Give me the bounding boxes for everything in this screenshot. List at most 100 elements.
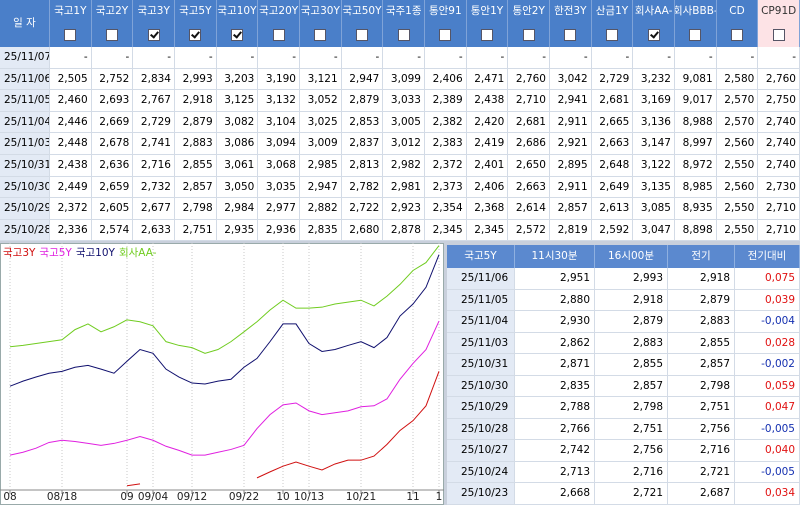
value-cell: 2,798: [595, 397, 668, 419]
value-cell: 8,997: [675, 133, 717, 155]
checkbox[interactable]: [439, 29, 452, 41]
checkbox-cell: [216, 23, 259, 47]
checkbox[interactable]: [147, 29, 160, 41]
value-cell: 2,741: [133, 133, 175, 155]
value-cell: 2,993: [595, 268, 668, 290]
checkbox[interactable]: [272, 29, 285, 41]
value-cell: 3,086: [216, 133, 259, 155]
checkbox[interactable]: [689, 29, 702, 41]
value-cell: 2,550: [716, 155, 759, 177]
value-cell: 2,911: [550, 176, 592, 199]
value-cell: 3,121: [300, 68, 342, 91]
header-cell: 국고1Y: [50, 0, 92, 23]
value-cell: 2,460: [50, 90, 92, 112]
value-cell: 2,681: [508, 111, 550, 134]
checkbox[interactable]: [564, 29, 577, 41]
value-cell: 0,040: [735, 440, 800, 462]
value-cell: 2,883: [595, 332, 668, 354]
checkbox[interactable]: [480, 29, 493, 41]
value-cell: 2,923: [383, 198, 425, 220]
value-cell: -: [258, 47, 300, 69]
value-cell: 3,190: [258, 68, 300, 91]
value-cell: 2,756: [668, 418, 735, 440]
value-cell: 2,751: [175, 219, 217, 242]
x-tick-label: 10/13: [294, 491, 324, 503]
value-cell: 3,169: [633, 90, 675, 112]
chart: 08 08/18 09 09/04 09/12 09/22 10 10/13 10/21 11 1국…: [0, 243, 444, 505]
header-cell: 통안1Y: [466, 0, 509, 23]
x-tick-label: 11: [406, 491, 419, 503]
checkbox[interactable]: [522, 29, 535, 41]
value-cell: -: [175, 47, 217, 69]
value-cell: 2,613: [591, 198, 634, 220]
value-cell: 2,921: [550, 133, 592, 155]
value-cell: 2,716: [668, 440, 735, 462]
value-cell: 2,857: [668, 354, 735, 376]
value-cell: 2,855: [175, 155, 217, 177]
value-cell: 3,005: [383, 111, 425, 134]
value-cell: 2,710: [758, 198, 800, 220]
checkbox[interactable]: [605, 29, 618, 41]
checkbox-cell: [550, 23, 592, 47]
value-cell: 2,857: [550, 198, 592, 220]
value-cell: 2,550: [716, 198, 759, 220]
date-cell: 25/10/30: [0, 176, 50, 199]
x-tick-label: 10: [276, 491, 289, 503]
value-cell: 2,570: [716, 111, 759, 134]
checkbox[interactable]: [189, 29, 202, 41]
header-cell: 통안91: [425, 0, 467, 23]
value-cell: 2,918: [595, 289, 668, 311]
value-cell: 2,665: [591, 111, 634, 134]
checkbox[interactable]: [397, 29, 410, 41]
value-cell: 2,729: [133, 111, 175, 134]
value-cell: 2,687: [668, 483, 735, 505]
value-cell: 2,345: [466, 219, 509, 242]
value-cell: 3,047: [633, 219, 675, 242]
value-cell: -: [758, 47, 800, 69]
checkbox[interactable]: [105, 29, 118, 41]
value-cell: 2,716: [133, 155, 175, 177]
value-cell: 0,028: [735, 332, 800, 354]
value-cell: 2,471: [466, 68, 509, 91]
value-cell: 2,680: [341, 219, 384, 242]
value-cell: 2,798: [668, 375, 735, 397]
value-cell: -: [716, 47, 759, 69]
value-cell: 2,650: [508, 155, 550, 177]
value-cell: 2,721: [668, 461, 735, 483]
checkbox[interactable]: [314, 29, 327, 41]
checkbox[interactable]: [230, 29, 243, 41]
value-cell: 2,677: [133, 198, 175, 220]
header-cell: 국주1종: [383, 0, 425, 23]
value-cell: 2,693: [91, 90, 134, 112]
value-cell: 2,389: [425, 90, 467, 112]
header-cell: 국고50Y: [341, 0, 384, 23]
value-cell: 0,059: [735, 375, 800, 397]
value-cell: 2,722: [341, 198, 384, 220]
value-cell: 2,730: [758, 176, 800, 199]
check-mark: [649, 29, 659, 39]
checkbox[interactable]: [355, 29, 368, 41]
value-cell: 2,572: [508, 219, 550, 242]
value-cell: 2,936: [258, 219, 300, 242]
value-cell: 2,883: [668, 311, 735, 333]
checkbox[interactable]: [772, 29, 785, 41]
value-cell: 2,669: [91, 111, 134, 134]
value-cell: 2,605: [91, 198, 134, 220]
value-cell: 3,033: [383, 90, 425, 112]
header-cell: 회사AA-: [633, 0, 675, 23]
series-line: [9, 245, 440, 354]
value-cell: 3,061: [216, 155, 259, 177]
checkbox[interactable]: [730, 29, 743, 41]
value-cell: 2,419: [466, 133, 509, 155]
value-cell: 0,047: [735, 397, 800, 419]
value-cell: 2,373: [425, 176, 467, 199]
value-cell: 8,985: [675, 176, 717, 199]
x-tick-label: 1: [436, 491, 443, 503]
value-cell: 2,750: [758, 90, 800, 112]
checkbox[interactable]: [647, 29, 660, 41]
value-cell: 2,550: [716, 219, 759, 242]
legend-entry: 국고10Y: [76, 247, 116, 259]
value-cell: 2,834: [133, 68, 175, 91]
checkbox[interactable]: [64, 29, 77, 41]
